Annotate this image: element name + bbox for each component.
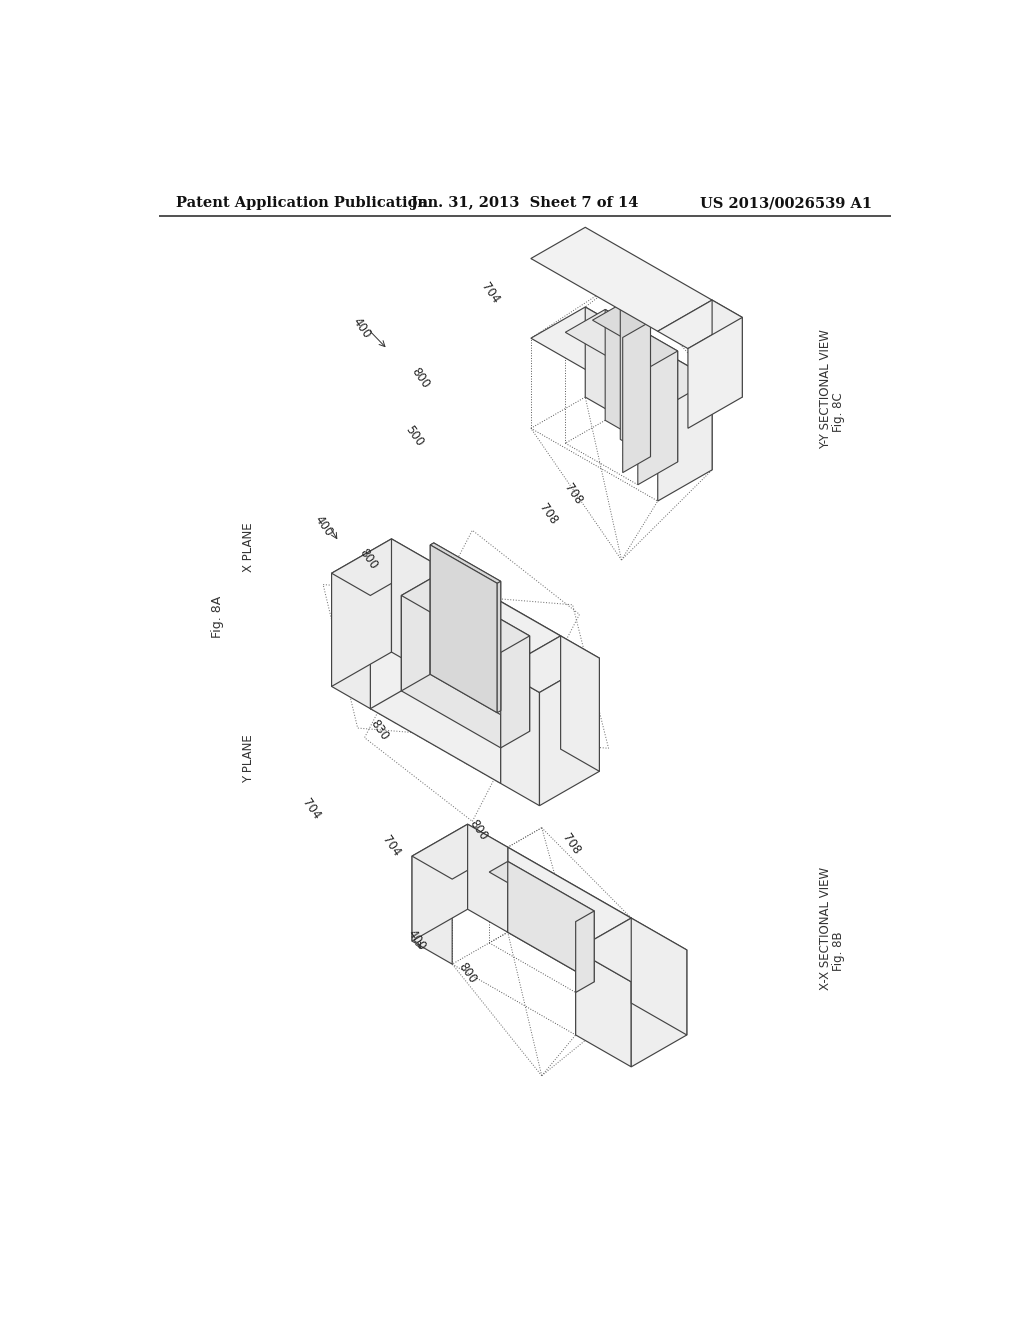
Polygon shape — [430, 543, 434, 675]
Text: 400: 400 — [350, 315, 374, 341]
Text: Fig. 8C: Fig. 8C — [833, 392, 845, 433]
Polygon shape — [540, 659, 599, 805]
Text: 800: 800 — [467, 817, 489, 842]
Text: 800: 800 — [456, 960, 479, 986]
Polygon shape — [560, 636, 599, 771]
Polygon shape — [412, 857, 453, 964]
Polygon shape — [565, 309, 678, 374]
Text: 708: 708 — [559, 830, 583, 857]
Polygon shape — [430, 543, 501, 583]
Polygon shape — [623, 322, 650, 473]
Text: 708: 708 — [562, 482, 586, 507]
Polygon shape — [371, 561, 560, 671]
Polygon shape — [371, 561, 430, 709]
Polygon shape — [391, 539, 430, 675]
Polygon shape — [530, 227, 712, 331]
Polygon shape — [501, 671, 540, 805]
Text: 400: 400 — [404, 927, 428, 953]
Polygon shape — [412, 824, 468, 941]
Polygon shape — [657, 380, 712, 502]
Text: Fig. 8A: Fig. 8A — [211, 595, 224, 638]
Polygon shape — [530, 308, 712, 411]
Text: Fig. 8B: Fig. 8B — [833, 932, 845, 972]
Polygon shape — [468, 824, 508, 932]
Text: 708: 708 — [537, 502, 560, 527]
Text: Y PLANE: Y PLANE — [242, 735, 255, 783]
Text: Jan. 31, 2013  Sheet 7 of 14: Jan. 31, 2013 Sheet 7 of 14 — [411, 197, 639, 210]
Polygon shape — [498, 581, 501, 713]
Text: 400: 400 — [312, 513, 336, 540]
Polygon shape — [430, 579, 529, 731]
Text: Patent Application Publication: Patent Application Publication — [176, 197, 428, 210]
Text: US 2013/0026539 A1: US 2013/0026539 A1 — [699, 197, 872, 210]
Polygon shape — [712, 300, 742, 397]
Text: 704: 704 — [299, 796, 323, 822]
Polygon shape — [489, 862, 594, 921]
Text: 704: 704 — [380, 833, 403, 859]
Polygon shape — [575, 919, 631, 1035]
Polygon shape — [332, 539, 391, 686]
Text: X-X SECTIONAL VIEW: X-X SECTIONAL VIEW — [819, 867, 831, 990]
Polygon shape — [434, 543, 501, 710]
Polygon shape — [508, 862, 594, 982]
Text: Y-Y SECTIONAL VIEW: Y-Y SECTIONAL VIEW — [819, 330, 831, 449]
Polygon shape — [593, 304, 650, 338]
Polygon shape — [430, 561, 560, 748]
Polygon shape — [508, 847, 631, 1003]
Polygon shape — [586, 308, 712, 470]
Text: 800: 800 — [410, 366, 432, 391]
Polygon shape — [605, 309, 678, 462]
Polygon shape — [621, 304, 650, 457]
Polygon shape — [401, 579, 430, 690]
Polygon shape — [412, 824, 508, 879]
Polygon shape — [631, 950, 687, 1067]
Text: X PLANE: X PLANE — [242, 523, 255, 572]
Polygon shape — [575, 950, 631, 1067]
Polygon shape — [332, 573, 371, 709]
Polygon shape — [371, 595, 501, 784]
Polygon shape — [401, 579, 529, 652]
Polygon shape — [688, 317, 742, 428]
Text: 500: 500 — [403, 422, 426, 449]
Text: 830: 830 — [369, 717, 391, 743]
Polygon shape — [575, 919, 687, 982]
Polygon shape — [657, 300, 742, 348]
Polygon shape — [631, 919, 687, 1035]
Polygon shape — [430, 545, 498, 713]
Polygon shape — [401, 595, 501, 748]
Text: 704: 704 — [478, 280, 502, 306]
Polygon shape — [453, 847, 631, 950]
Polygon shape — [575, 911, 594, 993]
Text: 800: 800 — [356, 546, 380, 572]
Polygon shape — [501, 636, 599, 693]
Polygon shape — [501, 636, 560, 784]
Polygon shape — [638, 351, 678, 484]
Polygon shape — [332, 539, 430, 595]
Polygon shape — [501, 636, 529, 748]
